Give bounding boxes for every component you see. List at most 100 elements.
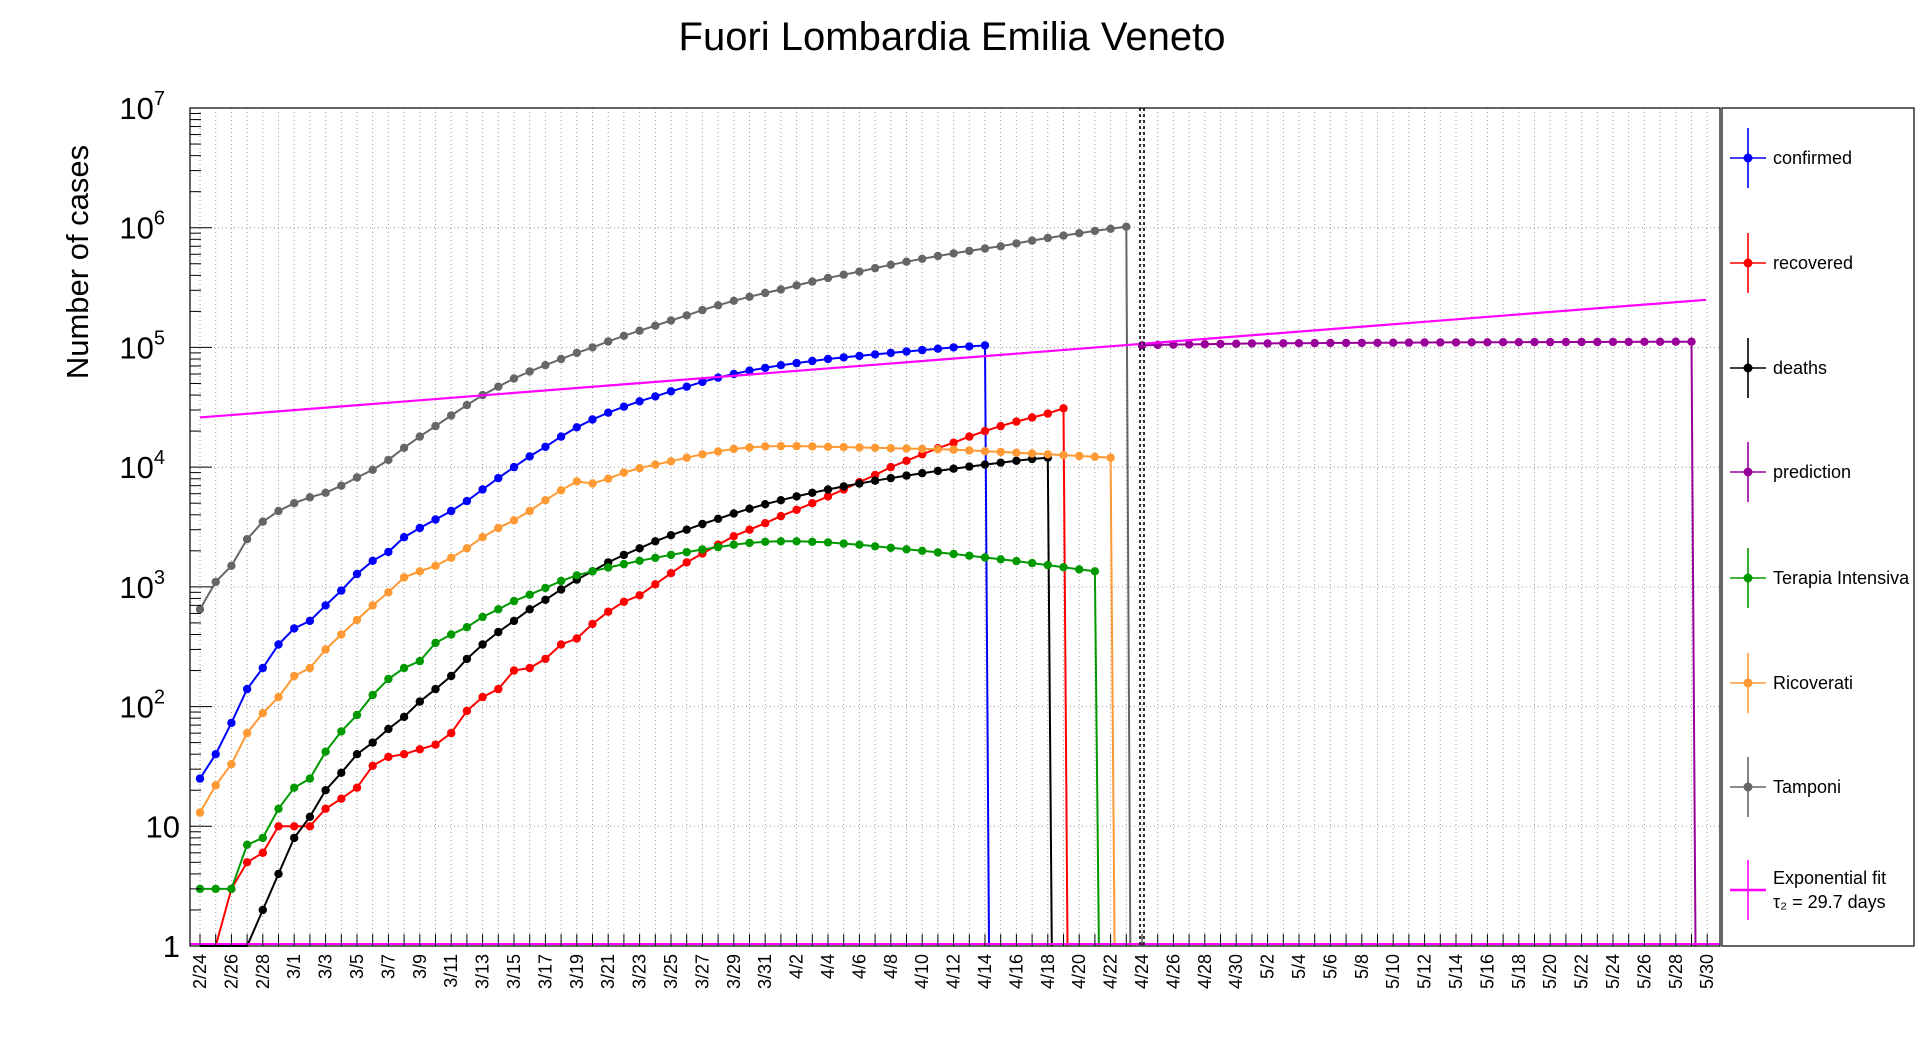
confirmed-point [870,350,880,359]
tamponi-point [1027,236,1037,245]
confirmed-point [855,351,864,361]
recovered-point [462,706,472,716]
ricoverati-point [211,781,220,790]
deaths-point [431,684,440,694]
ricoverati-point [337,630,346,639]
terapia-intensiva-point [431,638,440,648]
terapia-intensiva-point [1043,560,1053,570]
deaths-point [713,514,723,523]
y-tick-exponent: 5 [154,327,165,349]
tamponi-point [713,301,723,310]
legend-label: Tamponi [1773,777,1841,797]
terapia-intensiva-point [541,583,550,593]
x-tick-label: 4/4 [818,954,838,979]
confirmed-point [321,601,330,610]
terapia-intensiva-point [478,612,487,622]
terapia-intensiva-point [635,556,644,565]
ricoverati-point [368,601,377,610]
legend-item-exponential-fit: Exponential fit τ₂ = 29.7 days [1730,860,1886,920]
confirmed-point [745,366,754,375]
tamponi-point [823,273,833,283]
terapia-intensiva-point [572,571,581,580]
y-tick-label: 103 [119,567,165,605]
terapia-intensiva-point [651,553,660,562]
ricoverati-point [839,442,848,452]
tamponi-point [1122,222,1131,231]
prediction-point [1483,338,1492,347]
x-tick-label: 4/18 [1038,954,1058,989]
deaths-point [321,786,330,795]
confirmed-point [918,345,927,355]
confirmed-point [792,358,801,368]
terapia-intensiva-point [729,540,738,549]
deaths-point [305,812,315,821]
ricoverati-point [415,567,424,576]
recovered-point [792,505,801,514]
confirmed-point [431,515,440,524]
x-tick-label: 3/19 [567,954,587,989]
terapia-intensiva-point [1012,556,1021,566]
confirmed-point [462,496,472,506]
deaths-point [494,627,503,637]
deaths-point [745,504,754,513]
prediction-point [1137,341,1147,350]
legend-marker [1743,467,1753,477]
x-tick-label: 5/20 [1540,954,1560,989]
x-tick-label: 4/2 [787,954,807,979]
prediction-point [1608,337,1618,347]
x-tick-label: 5/14 [1446,954,1466,989]
ricoverati-point [242,728,252,738]
prediction-point [1467,338,1476,347]
confirmed-point [541,442,550,451]
recovered-point [478,692,487,702]
ricoverati-point [965,446,974,455]
tamponi-point [902,257,911,266]
recovered-point [415,745,424,754]
deaths-point [902,471,911,480]
prediction-point [1593,337,1602,347]
terapia-intensiva-point [823,538,833,547]
recovered-point [337,794,346,803]
recovered-point [980,426,990,436]
ricoverati-point [462,544,472,553]
confirmed-point [399,533,409,542]
x-tick-label: 5/30 [1697,954,1717,989]
terapia-intensiva-point [399,663,409,673]
x-tick-label: 5/10 [1383,954,1403,989]
recovered-point [651,580,660,589]
tamponi-point [1012,239,1021,248]
prediction-point [1561,337,1571,347]
terapia-intensiva-point [1059,563,1068,572]
confirmed-point [761,363,770,373]
terapia-intensiva-point [855,540,864,549]
legend-marker [1743,782,1753,792]
y-tick-label: 104 [119,447,165,485]
terapia-intensiva-point [384,674,393,684]
prediction-point [1436,338,1445,347]
legend-marker [1743,153,1753,163]
tamponi-point [839,270,848,279]
prediction-point [1514,338,1524,347]
terapia-intensiva-point [211,884,220,894]
terapia-intensiva-point [698,545,707,554]
tamponi-point [211,577,220,587]
ricoverati-point [682,453,691,462]
legend-box [1721,107,1915,947]
x-tick-label: 3/13 [473,954,493,989]
ricoverati-point [761,442,770,451]
tamponi-point [918,254,927,263]
deaths-point [258,905,267,915]
deaths-point [1012,456,1021,465]
ricoverati-point [619,468,629,477]
recovered-point [666,569,676,578]
ricoverati-point [713,447,723,456]
confirmed-point [368,556,377,565]
ricoverati-point [698,450,707,459]
tamponi-point [1043,233,1053,243]
ricoverati-point [290,671,299,681]
deaths-point [792,492,801,501]
ricoverati-point [902,444,911,453]
ricoverati-point [1043,450,1053,459]
recovered-point [431,740,440,749]
